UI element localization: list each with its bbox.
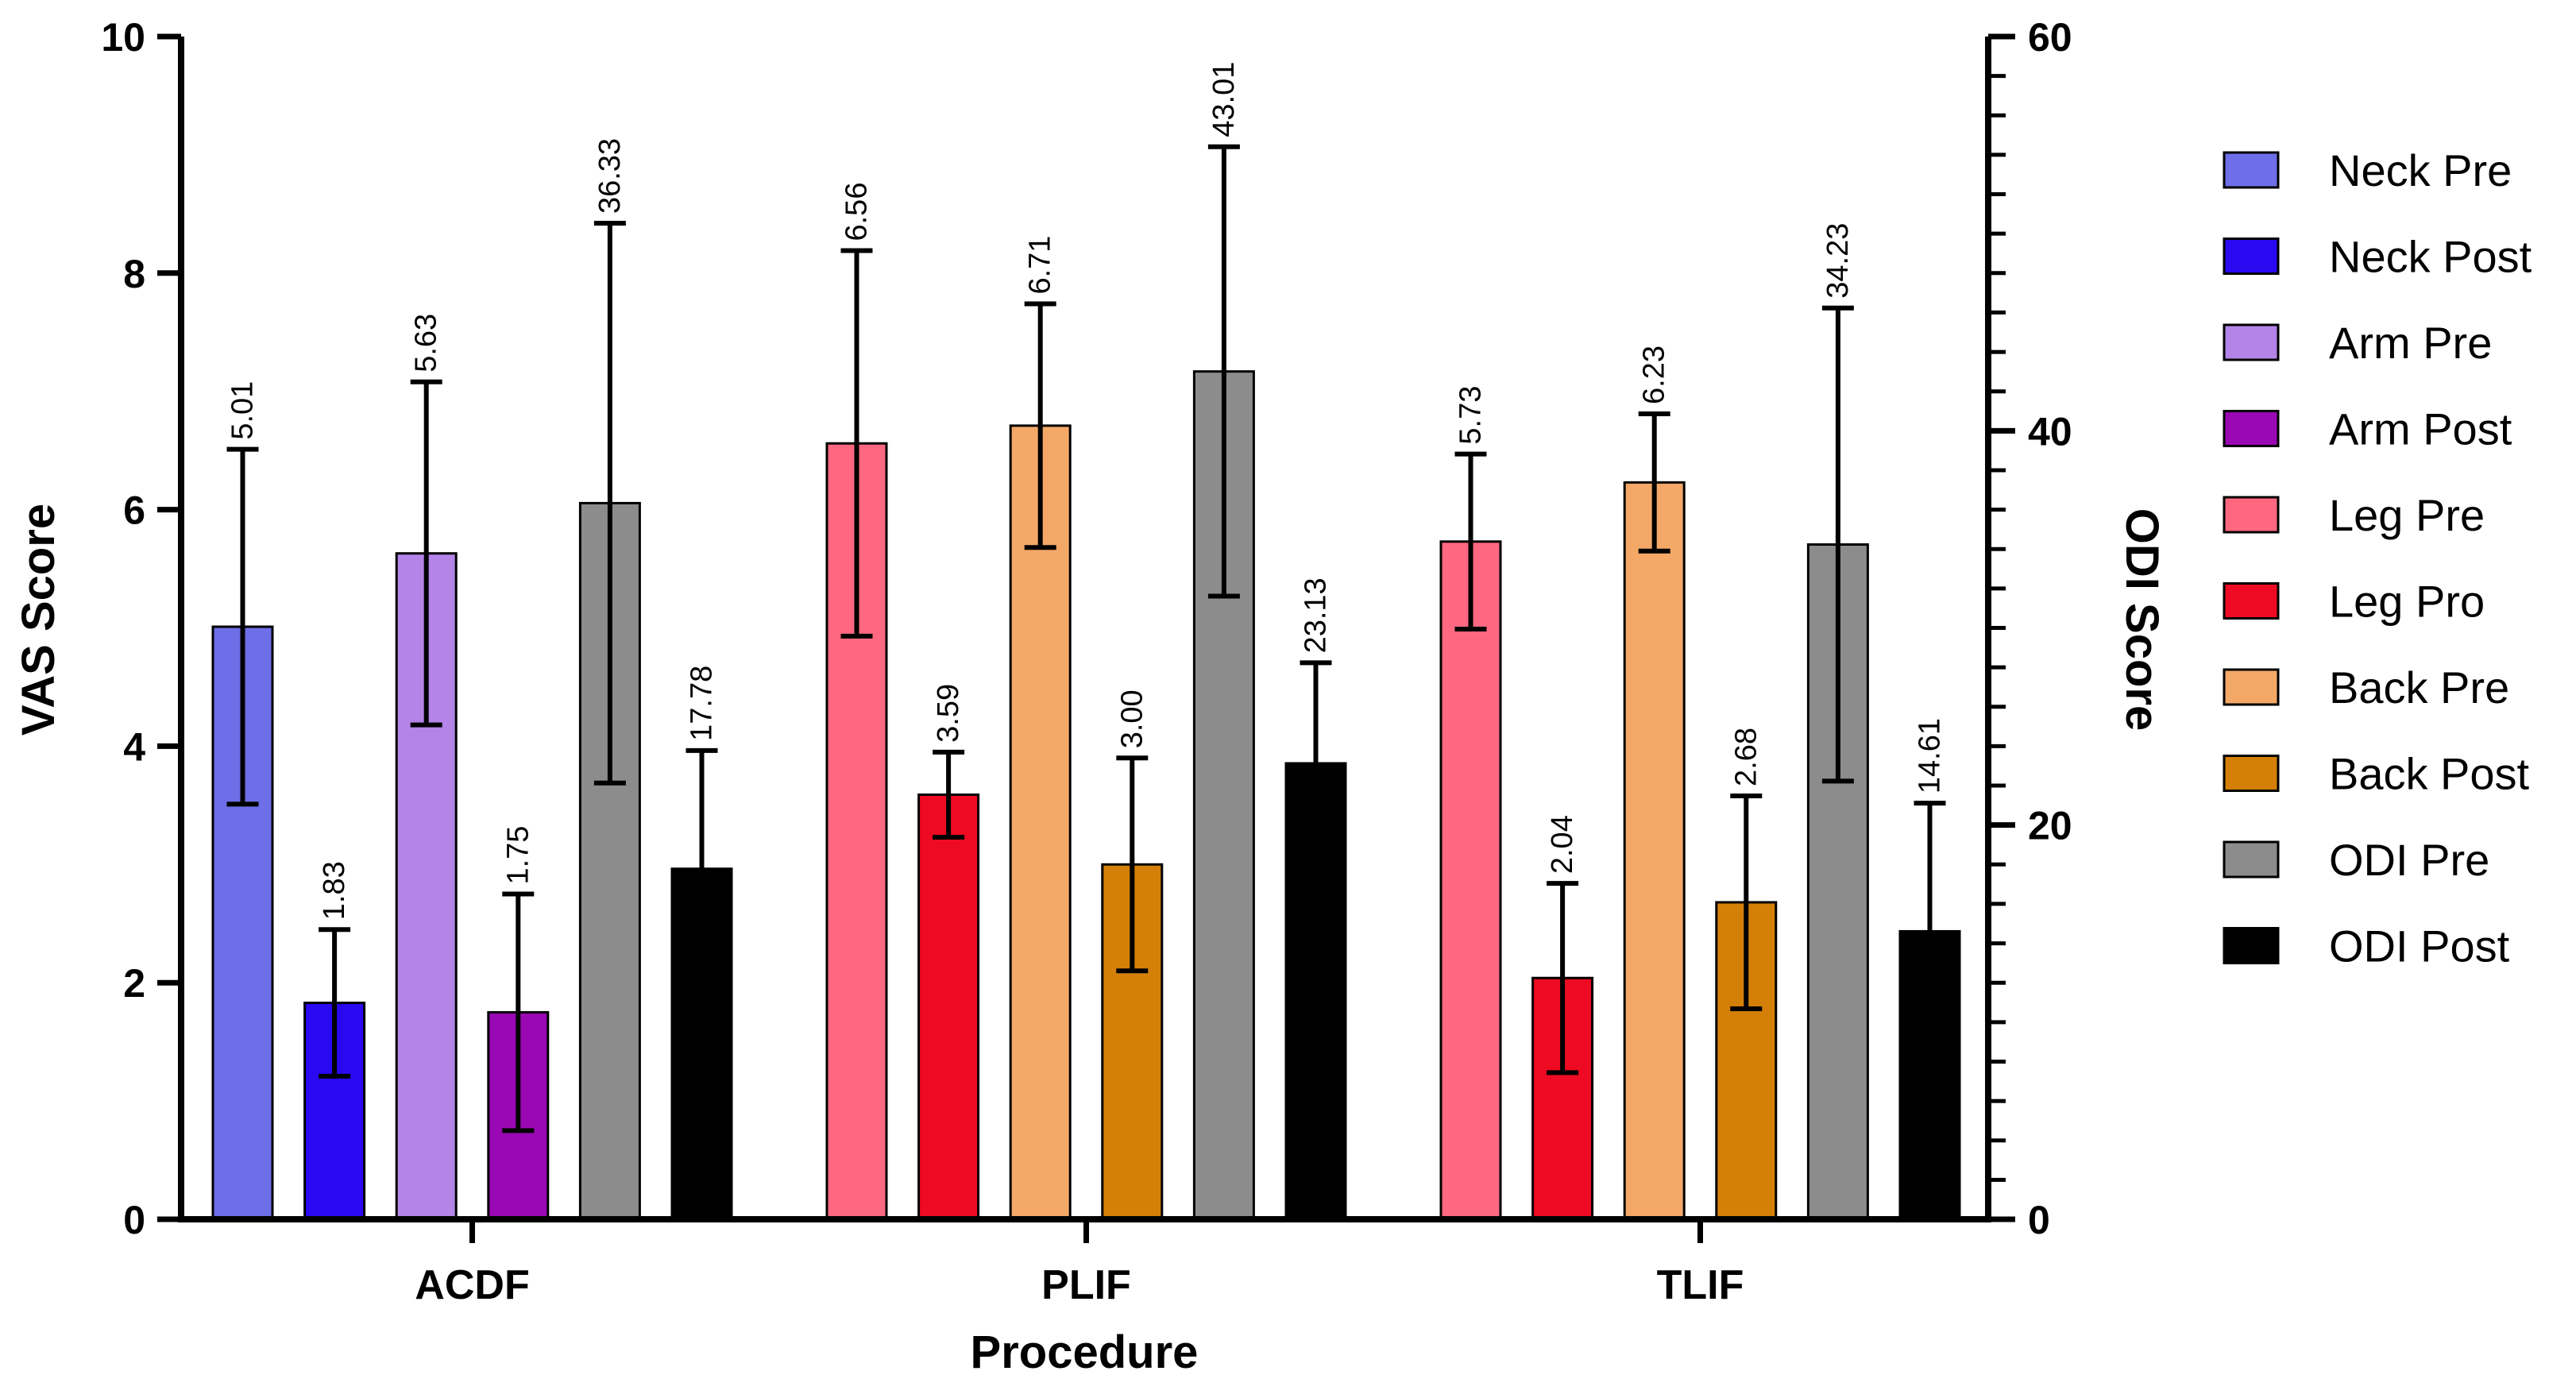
legend-label-odi-post: ODI Post — [2329, 921, 2510, 971]
value-label-plif-leg-pre: 6.56 — [840, 183, 874, 241]
legend-label-leg-pro: Leg Pro — [2329, 577, 2485, 627]
y-tick-label: 0 — [123, 1198, 145, 1242]
y2-tick-label: 60 — [2028, 15, 2072, 60]
legend-swatch-arm-post — [2223, 410, 2280, 447]
y-tick-label: 10 — [101, 15, 145, 60]
y-tick-label: 6 — [123, 489, 145, 533]
legend-label-arm-post: Arm Post — [2329, 404, 2512, 454]
y2-tick-label: 0 — [2028, 1198, 2050, 1242]
y-tick-label: 4 — [123, 724, 145, 769]
value-label-tlif-back-pre: 6.23 — [1638, 346, 1671, 404]
value-label-tlif-odi-post: 14.61 — [1914, 718, 1947, 794]
value-label-plif-back-pre: 6.71 — [1024, 236, 1057, 295]
y-tick-label: 8 — [123, 252, 145, 296]
axes-layer: 0 2 4 6 8 10 0 20 40 60 ACDF PLIF TLIF — [101, 15, 2072, 1308]
value-label-plif-back-post: 3.00 — [1115, 689, 1149, 748]
legend-label-neck-pre: Neck Pre — [2329, 145, 2512, 195]
value-label-tlif-leg-pre: 5.73 — [1454, 386, 1488, 445]
legend-label-odi-pre: ODI Pre — [2329, 835, 2489, 885]
bar-plif-back-pre — [1009, 424, 1072, 1221]
y2-axis-title: ODI Score — [2116, 508, 2168, 731]
value-label-plif-leg-pro: 3.59 — [932, 684, 965, 743]
y2-tick-label: 20 — [2028, 804, 2072, 848]
value-label-acdf-arm-post: 1.75 — [501, 826, 535, 885]
value-label-acdf-odi-pre: 36.33 — [593, 138, 627, 214]
x-tick-label-plif: PLIF — [1041, 1262, 1131, 1308]
x-tick-label-tlif: TLIF — [1657, 1262, 1744, 1308]
value-label-tlif-odi-pre: 34.23 — [1821, 223, 1855, 299]
y2-tick-label: 40 — [2028, 409, 2072, 454]
x-tick-label-acdf: ACDF — [415, 1262, 529, 1308]
value-label-plif-odi-post: 23.13 — [1300, 577, 1333, 653]
legend-swatch-arm-pre — [2223, 323, 2280, 361]
y-tick-label: 2 — [123, 961, 145, 1006]
legend-swatch-leg-pro — [2223, 582, 2280, 620]
legend-label-arm-pre: Arm Pre — [2329, 318, 2492, 368]
legend-swatch-back-post — [2223, 755, 2280, 792]
value-label-acdf-arm-pre: 5.63 — [410, 314, 443, 373]
legend-swatch-odi-pre — [2223, 840, 2280, 879]
bar-tlif-leg-pre — [1439, 540, 1502, 1221]
legend-swatch-leg-pre — [2223, 496, 2280, 534]
value-label-acdf-odi-post: 17.78 — [686, 666, 719, 741]
legend-swatch-odi-post — [2223, 927, 2280, 964]
value-label-tlif-leg-pro: 2.04 — [1546, 815, 1579, 874]
value-label-tlif-back-post: 2.68 — [1729, 728, 1763, 786]
legend-swatch-neck-post — [2223, 238, 2280, 275]
bar-tlif-back-pre — [1623, 481, 1686, 1221]
legend-label-back-pre: Back Pre — [2329, 662, 2509, 713]
legend-layer: Neck Pre Neck Post Arm Pre Arm Post Leg Pre L… — [2223, 145, 2532, 971]
y-axis-title: VAS Score — [13, 504, 64, 736]
value-label-acdf-neck-post: 1.83 — [318, 861, 351, 920]
x-axis-title: Procedure — [971, 1327, 1199, 1378]
legend-label-back-post: Back Post — [2329, 749, 2530, 799]
legend-swatch-neck-pre — [2223, 151, 2280, 189]
legend-label-leg-pre: Leg Pre — [2329, 490, 2485, 540]
value-label-acdf-neck-pre: 5.01 — [226, 381, 260, 440]
bar-plif-leg-pro — [917, 793, 980, 1221]
legend-label-neck-post: Neck Post — [2329, 232, 2532, 282]
value-label-plif-odi-pre: 43.01 — [1207, 62, 1241, 137]
bars-layer: 5.01 1.83 5.63 1.75 36.33 17.78 6.56 3.59 6.71 3.… — [211, 62, 1961, 1221]
legend-swatch-back-pre — [2223, 668, 2280, 706]
